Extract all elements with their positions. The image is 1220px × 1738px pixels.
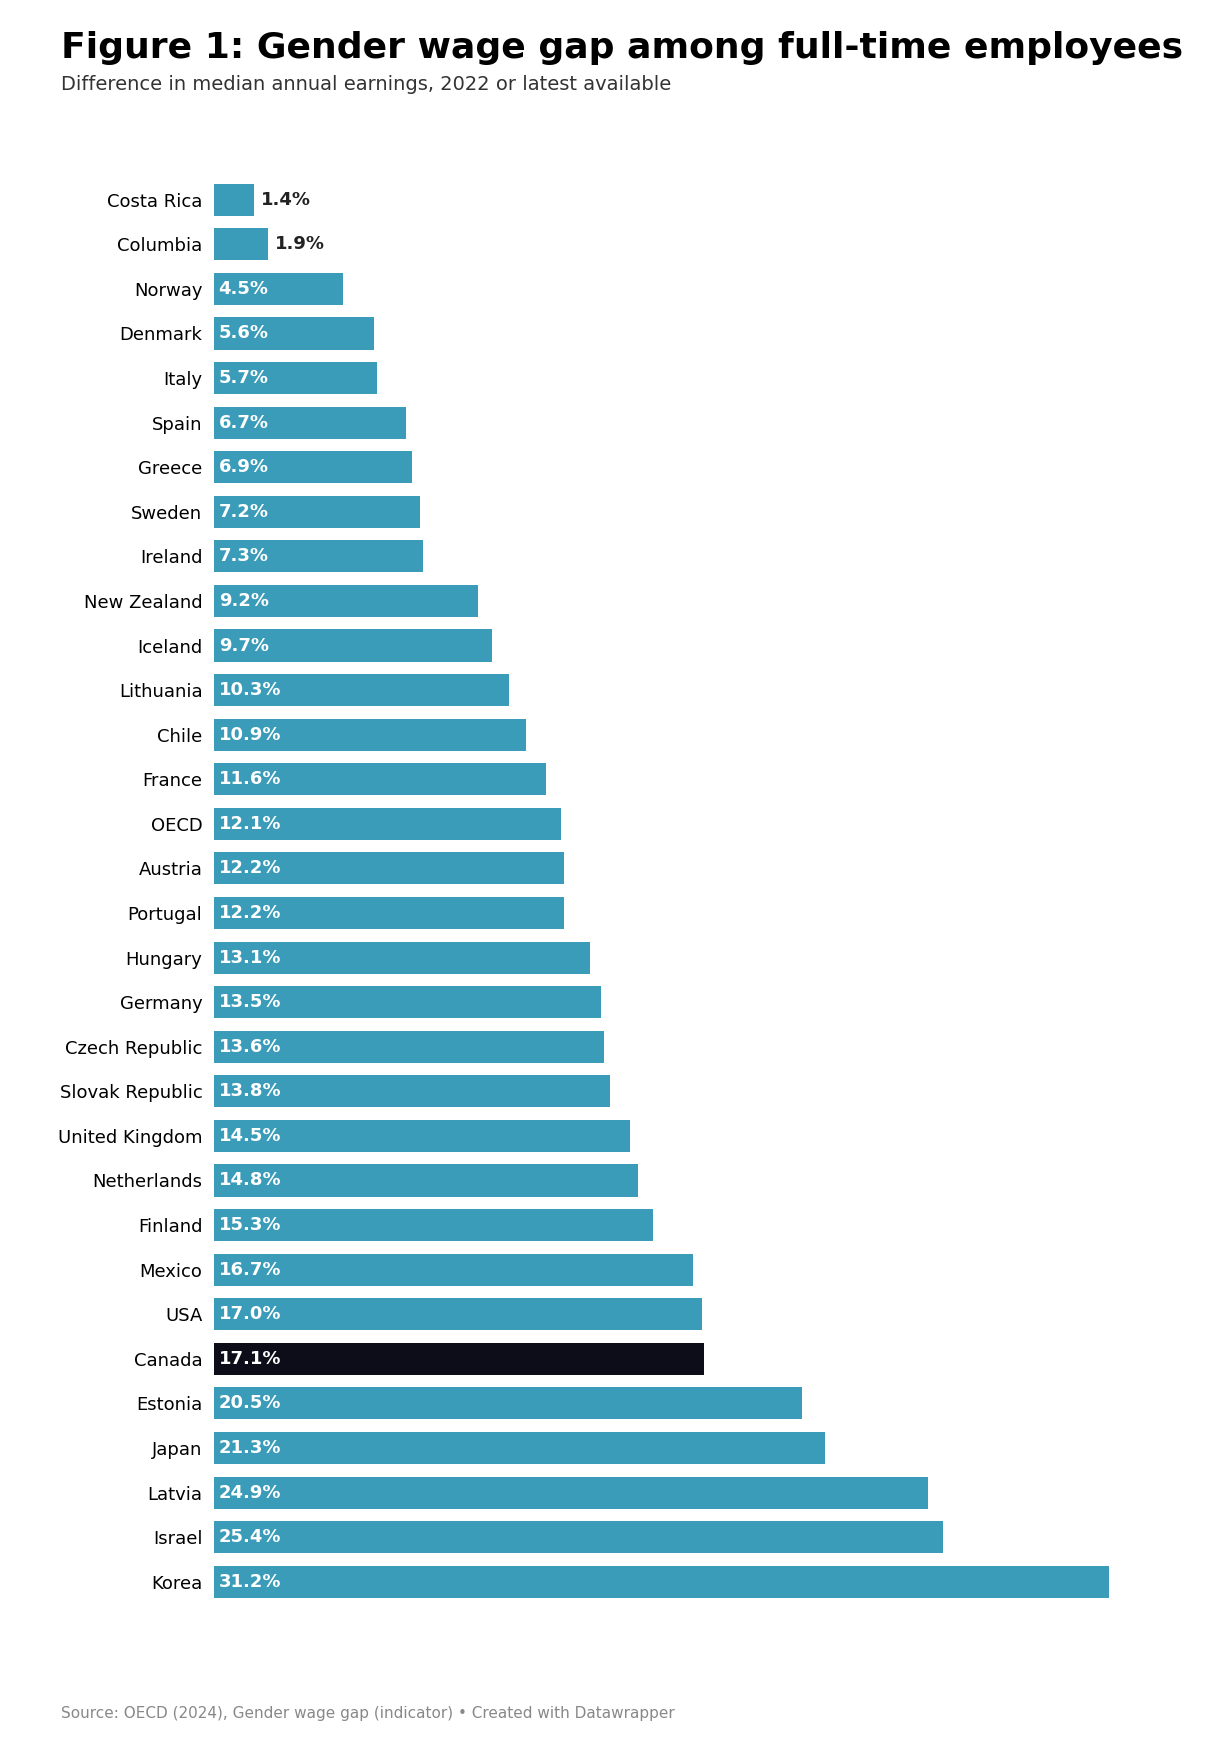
Bar — [214, 1343, 704, 1375]
Bar — [214, 1031, 604, 1064]
Bar — [214, 407, 406, 438]
Text: 13.1%: 13.1% — [218, 949, 281, 966]
Text: 11.6%: 11.6% — [218, 770, 281, 789]
Bar — [214, 586, 477, 617]
Bar — [214, 1387, 802, 1420]
Text: 5.6%: 5.6% — [218, 325, 268, 342]
Bar — [214, 1164, 638, 1196]
Text: 13.6%: 13.6% — [218, 1038, 281, 1055]
Text: 17.1%: 17.1% — [218, 1350, 281, 1368]
Bar — [214, 1566, 1109, 1597]
Text: 12.2%: 12.2% — [218, 904, 281, 923]
Bar — [214, 1076, 610, 1107]
Text: Figure 1: Gender wage gap among full-time employees: Figure 1: Gender wage gap among full-tim… — [61, 31, 1183, 66]
Bar — [214, 1432, 825, 1463]
Bar — [214, 852, 564, 885]
Bar — [214, 362, 377, 395]
Text: 7.3%: 7.3% — [218, 547, 268, 565]
Bar — [214, 495, 420, 528]
Text: 1.9%: 1.9% — [276, 235, 326, 254]
Bar — [214, 1298, 702, 1330]
Bar — [214, 808, 561, 839]
Text: 12.1%: 12.1% — [218, 815, 281, 833]
Bar — [214, 1253, 693, 1286]
Text: 25.4%: 25.4% — [218, 1528, 281, 1547]
Text: 5.7%: 5.7% — [218, 368, 268, 388]
Text: 16.7%: 16.7% — [218, 1260, 281, 1279]
Text: 6.9%: 6.9% — [218, 459, 268, 476]
Text: Difference in median annual earnings, 2022 or latest available: Difference in median annual earnings, 20… — [61, 75, 671, 94]
Text: 10.3%: 10.3% — [218, 681, 281, 699]
Bar — [214, 629, 492, 662]
Bar — [214, 228, 268, 261]
Bar — [214, 942, 589, 973]
Bar — [214, 985, 601, 1018]
Text: 13.8%: 13.8% — [218, 1083, 282, 1100]
Bar — [214, 1119, 630, 1152]
Text: 1.4%: 1.4% — [261, 191, 311, 209]
Text: 15.3%: 15.3% — [218, 1217, 281, 1234]
Bar — [214, 1477, 928, 1509]
Bar — [214, 897, 564, 930]
Text: 12.2%: 12.2% — [218, 859, 281, 878]
Bar — [214, 541, 423, 572]
Text: 9.2%: 9.2% — [218, 593, 268, 610]
Bar — [214, 674, 509, 706]
Text: 13.5%: 13.5% — [218, 992, 281, 1012]
Text: 20.5%: 20.5% — [218, 1394, 281, 1413]
Text: Source: OECD (2024), Gender wage gap (indicator) • Created with Datawrapper: Source: OECD (2024), Gender wage gap (in… — [61, 1705, 675, 1721]
Bar — [214, 718, 526, 751]
Text: 10.9%: 10.9% — [218, 726, 281, 744]
Text: 24.9%: 24.9% — [218, 1484, 281, 1502]
Text: 9.7%: 9.7% — [218, 636, 268, 655]
Text: 31.2%: 31.2% — [218, 1573, 281, 1590]
Text: 14.8%: 14.8% — [218, 1171, 282, 1189]
Text: 6.7%: 6.7% — [218, 414, 268, 431]
Bar — [214, 1521, 943, 1554]
Bar — [214, 1210, 653, 1241]
Text: 4.5%: 4.5% — [218, 280, 268, 297]
Bar — [214, 273, 343, 304]
Text: 17.0%: 17.0% — [218, 1305, 281, 1323]
Bar — [214, 318, 375, 349]
Bar — [214, 763, 547, 796]
Bar — [214, 184, 254, 216]
Text: 7.2%: 7.2% — [218, 502, 268, 521]
Bar — [214, 452, 411, 483]
Text: 14.5%: 14.5% — [218, 1126, 281, 1145]
Text: 21.3%: 21.3% — [218, 1439, 281, 1456]
